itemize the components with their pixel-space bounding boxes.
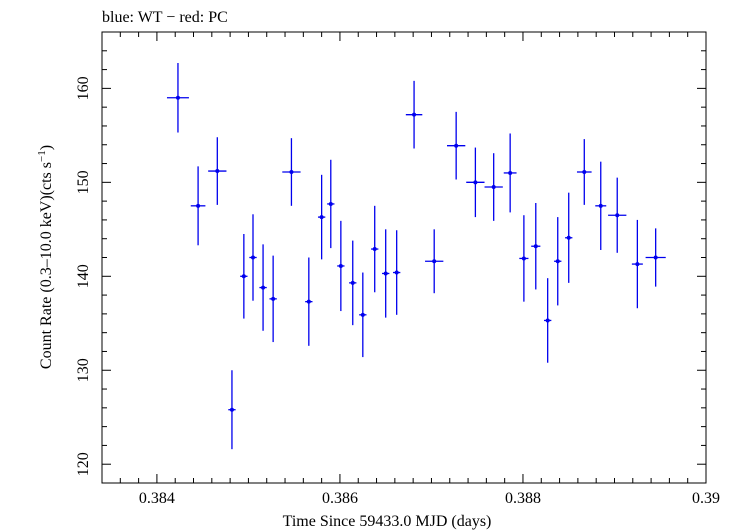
data-point [305, 257, 313, 346]
data-point [519, 215, 529, 302]
data-point [240, 234, 248, 319]
data-marker [582, 169, 587, 174]
data-marker [491, 185, 496, 190]
data-marker [372, 247, 377, 252]
data-point [371, 205, 379, 293]
data-point [337, 220, 345, 312]
data-point [228, 370, 236, 450]
data-point [190, 166, 206, 246]
data-marker [635, 262, 640, 267]
data-marker [196, 203, 201, 208]
x-tick-label: 0.384 [139, 490, 175, 507]
data-point [317, 174, 326, 260]
x-axis-label: Time Since 59433.0 MJD (days) [283, 513, 492, 530]
data-marker [383, 271, 388, 276]
data-point [208, 137, 227, 205]
y-tick-label: 140 [75, 264, 92, 288]
x-tick-label: 0.386 [322, 490, 358, 507]
data-point [382, 229, 390, 318]
data-point [645, 228, 666, 287]
y-axis-label: Count Rate (0.3–10.0 keV)(cts s−1) [36, 145, 55, 369]
data-point [595, 161, 607, 250]
data-marker [289, 169, 294, 174]
y-axis-label-superscript: −1 [36, 150, 48, 162]
data-point [166, 63, 189, 133]
data-point [393, 230, 401, 315]
data-marker [251, 255, 255, 260]
plot-frame [101, 31, 707, 484]
y-tick-label: 120 [75, 452, 92, 476]
data-point [269, 255, 277, 343]
data-point [554, 217, 562, 306]
data-point [447, 111, 466, 180]
x-tick-label: 0.39 [692, 490, 720, 507]
data-marker [241, 274, 246, 279]
data-point [565, 192, 573, 283]
x-tick-label: 0.388 [505, 490, 541, 507]
data-marker [555, 259, 560, 264]
data-marker [521, 256, 526, 261]
data-point [503, 133, 517, 213]
data-series-wt [166, 63, 666, 450]
data-marker [454, 143, 459, 148]
data-marker [360, 312, 365, 317]
data-point [349, 240, 357, 326]
data-point [531, 203, 541, 290]
data-point [484, 153, 503, 221]
data-marker [229, 407, 234, 412]
data-marker [412, 112, 417, 117]
data-marker [306, 299, 311, 304]
y-axis-label-main: Count Rate (0.3–10.0 keV)(cts s [38, 162, 55, 369]
y-tick-label: 160 [75, 76, 92, 100]
data-marker [473, 180, 478, 185]
chart-title: blue: WT − red: PC [102, 9, 228, 26]
data-point [576, 139, 592, 205]
data-point [466, 147, 485, 218]
y-tick-label: 130 [75, 358, 92, 382]
data-point [631, 219, 643, 309]
data-point [359, 272, 367, 358]
data-marker [271, 296, 276, 301]
data-point [405, 80, 423, 149]
data-marker [432, 259, 437, 264]
data-marker [338, 263, 343, 268]
data-point [425, 229, 444, 294]
data-point [259, 244, 267, 331]
x-axis: 0.384 0.386 0.388 0.39 [101, 32, 720, 507]
y-axis: 120 130 140 150 160 [75, 31, 706, 484]
data-marker [215, 169, 220, 174]
y-axis-label-close: ) [38, 145, 55, 150]
data-marker [533, 244, 538, 249]
data-marker [328, 201, 333, 206]
data-marker [319, 215, 324, 220]
data-point [327, 159, 335, 249]
data-point [249, 214, 257, 301]
data-marker [508, 170, 513, 175]
data-marker [175, 95, 180, 100]
data-marker [615, 213, 620, 218]
data-marker [545, 318, 550, 323]
data-point [282, 138, 301, 206]
data-point [608, 177, 627, 253]
data-marker [566, 235, 571, 240]
data-marker [653, 255, 658, 260]
y-tick-label: 150 [75, 170, 92, 194]
data-marker [598, 203, 603, 208]
data-marker [350, 280, 355, 285]
data-marker [394, 270, 399, 275]
data-point [544, 278, 552, 363]
data-marker [261, 285, 266, 290]
